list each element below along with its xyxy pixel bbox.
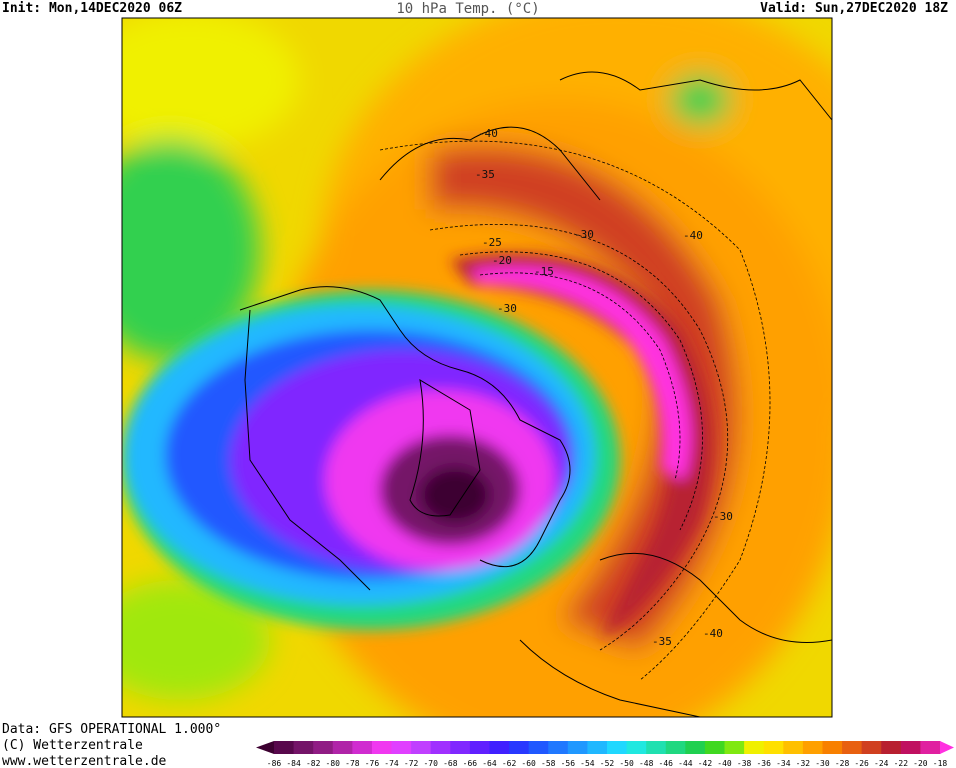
colorbar-swatch [646,741,667,754]
colorbar-label: -24 [874,759,889,768]
colorbar-swatch [802,741,823,754]
colorbar-label: -86 [267,759,282,768]
colorbar-swatch [685,741,706,754]
colorbar-label: -54 [580,759,595,768]
colorbar-swatch [293,741,314,754]
colorbar-swatch [430,741,451,754]
colorbar-swatch [489,741,510,754]
contour-label: -20 [492,254,512,267]
colorbar-swatch [861,741,882,754]
contour-label: -30 [574,228,594,241]
colorbar-swatch [920,741,941,754]
colorbar-swatch [665,741,686,754]
colorbar-swatch [528,741,549,754]
colorbar-swatch [469,741,490,754]
colorbar-swatch [313,741,334,754]
colorbar-swatch [391,741,412,754]
colorbar-arrow [940,741,954,754]
contour-label: -25 [482,236,502,249]
colorbar-label: -76 [365,759,380,768]
colorbar-label: -26 [854,759,869,768]
colorbar-label: -36 [756,759,771,768]
colorbar-label: -72 [404,759,419,768]
contour-labels: -40 -35 -30 -25 -20 -15 -30 -40 -30 -35 -40 [475,127,733,648]
init-time: Init: Mon,14DEC2020 06Z [2,1,182,16]
colorbar-swatch [587,741,608,754]
colorbar-label: -28 [835,759,850,768]
colorbar-label: -78 [345,759,360,768]
colorbar-label: -68 [443,759,458,768]
colorbar-swatch [332,741,353,754]
colorbar-swatch [881,741,902,754]
valid-time: Valid: Sun,27DEC2020 18Z [760,1,948,16]
source-url: www.wetterzentrale.de [2,754,167,768]
temperature-field [122,18,832,717]
colorbar: -86 -84 -82 -80 -78 -76 -74 -72 -70 -68 -66 -64 -62-… [256,741,954,768]
colorbar-label: -64 [482,759,497,768]
colorbar-label: -60 [521,759,536,768]
colorbar-label: -56 [561,759,576,768]
colorbar-arrow [256,741,274,754]
colorbar-swatch [607,741,628,754]
isotherms [379,140,771,681]
copyright: (C) Wetterzentrale [2,738,143,753]
colorbar-swatch [626,741,647,754]
contour-label: -15 [534,265,554,278]
colorbar-label: -20 [913,759,928,768]
contour-label: -40 [478,127,498,140]
colorbar-swatch [371,741,393,754]
colorbar-swatch [744,741,765,754]
colorbar-label: -44 [678,759,693,768]
colorbar-label: -22 [894,759,909,768]
colorbar-label: -46 [659,759,674,768]
contour-label: -40 [703,627,723,640]
colorbar-swatch [509,741,530,754]
colorbar-label: -30 [815,759,830,768]
map-title: 10 hPa Temp. (°C) [396,1,539,17]
colorbar-label: -48 [639,759,654,768]
colorbar-label: -66 [463,759,478,768]
colorbar-label: -42 [698,759,713,768]
contour-label: -40 [683,229,703,242]
colorbar-swatch [567,741,588,754]
colorbar-swatch [783,741,804,754]
contour-label: -35 [475,168,495,181]
contour-label: -35 [652,635,672,648]
colorbar-label: -52 [600,759,615,768]
coastlines [239,71,832,717]
colorbar-swatch [724,741,745,754]
colorbar-label: -82 [306,759,321,768]
colorbar-label: -84 [286,759,301,768]
colorbar-label: -70 [423,759,438,768]
colorbar-label: -50 [619,759,634,768]
colorbar-swatch [704,741,726,754]
colorbar-swatch [763,741,784,754]
colorbar-swatch [352,741,373,754]
map-frame [121,17,833,718]
colorbar-label: -40 [717,759,732,768]
colorbar-swatch [822,741,843,754]
colorbar-swatch [900,741,921,754]
colorbar-label: -18 [933,759,948,768]
colorbar-swatch [548,741,569,754]
colorbar-swatch [274,741,295,754]
colorbar-label: -74 [384,759,399,768]
colorbar-label: -62 [502,759,517,768]
colorbar-swatch [450,741,471,754]
contour-label: -30 [497,302,517,315]
colorbar-swatch [411,741,432,754]
colorbar-label: -80 [326,759,341,768]
colorbar-label: -34 [776,759,791,768]
colorbar-label: -38 [737,759,752,768]
colorbar-label: -32 [796,759,811,768]
colorbar-swatch [842,741,863,754]
colorbar-label: -58 [541,759,556,768]
data-source: Data: GFS OPERATIONAL 1.000° [2,722,221,737]
contour-label: -30 [713,510,733,523]
